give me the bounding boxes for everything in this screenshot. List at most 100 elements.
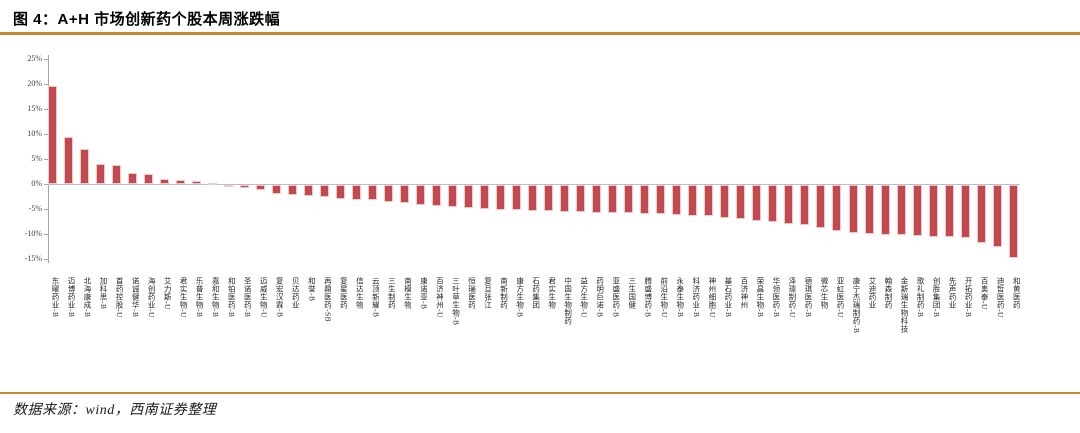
bar-迈威生物-U	[255, 185, 265, 190]
bar-三生国健	[624, 185, 634, 213]
title-underline	[0, 32, 1080, 35]
x-axis-label: 开拓药业-B	[964, 277, 973, 318]
y-axis-tick-mark	[44, 184, 48, 185]
bar-康方生物-B	[512, 185, 522, 210]
y-axis-tick-label: -10%	[24, 229, 42, 238]
x-axis-label: 科济药业-B	[691, 277, 700, 318]
x-axis-label: 三生国健	[627, 277, 636, 309]
x-axis-label: 复旦张江	[483, 277, 492, 309]
y-axis-tick-label: -5%	[28, 204, 42, 213]
y-axis-tick-mark	[44, 209, 48, 210]
bar-云顶新耀-B	[367, 185, 377, 200]
bar-和铂医药-B	[223, 185, 233, 187]
y-axis-tick-label: 20%	[27, 79, 42, 88]
bar-和誉-B	[303, 185, 313, 196]
bar-南新制药	[496, 185, 506, 210]
bar-再鼎医药-SB	[319, 185, 329, 197]
x-axis-label: 加科思-B	[99, 277, 108, 310]
x-axis-label: 南模生物	[403, 277, 412, 309]
x-axis-label: 三生制药	[387, 277, 396, 309]
x-axis-label: 海创药业-U	[147, 277, 156, 318]
x-axis-label: 翰森制药	[884, 277, 893, 309]
x-axis-label: 信达生物	[355, 277, 364, 309]
x-axis-label: 德琪医药-B	[803, 277, 812, 318]
x-axis-label: 乐普生物-B	[195, 277, 204, 318]
x-axis-label: 泽璟制药-U	[787, 277, 796, 318]
bar-海创药业-U	[143, 173, 153, 184]
bar-圣诺医药-B	[239, 185, 249, 188]
x-axis-label: 迪哲医药-U	[996, 277, 1005, 318]
figure-title: 图 4：A+H 市场创新药个股本周涨跌幅	[13, 11, 281, 28]
bar-复旦张江	[480, 185, 490, 209]
x-axis-label: 迈博药业-B	[67, 277, 76, 318]
bar-和黄医药	[1008, 185, 1018, 258]
x-axis-label: 神州细胞-U	[707, 277, 716, 318]
y-axis-tick-label: 0%	[31, 179, 42, 188]
x-axis-label: 嘉和生物-B	[211, 277, 220, 318]
x-axis-label: 君实生物-U	[179, 277, 188, 318]
x-axis-label: 药明巨诺-B	[595, 277, 604, 318]
x-axis-label: 北海康成-B	[83, 277, 92, 318]
bar-先声药业	[944, 185, 954, 237]
bar-恒瑞医药	[464, 185, 474, 208]
bar-微芯生物	[816, 185, 826, 228]
y-axis-tick-label: 10%	[27, 129, 42, 138]
x-axis-label: 百奥泰-U	[980, 277, 989, 310]
bar-复宏汉霖-B	[271, 185, 281, 194]
bar-华领医药-B	[768, 185, 778, 222]
bar-贝达药业	[287, 185, 297, 195]
x-axis-label: 华领医药-B	[771, 277, 780, 318]
x-axis-label: 和铂医药-B	[227, 277, 236, 318]
zero-gridline	[48, 184, 1020, 185]
x-axis-label: 迈威生物-U	[259, 277, 268, 318]
x-axis-label: 前沿生物-U	[659, 277, 668, 318]
y-axis-tick-mark	[44, 109, 48, 110]
bar-艾迪药业	[864, 185, 874, 234]
x-axis-label: 恒瑞医药	[467, 277, 476, 309]
bar-康宁杰瑞制药-B	[848, 185, 858, 233]
bar-百济神州-U	[431, 185, 441, 206]
x-axis-label: 君实生物	[547, 277, 556, 309]
x-axis-label: 腾盛博药-B	[643, 277, 652, 318]
x-axis-label: 南新制药	[499, 277, 508, 309]
x-axis-label: 中国生物制药	[563, 277, 572, 325]
x-axis-label: 荣昌生物-B	[755, 277, 764, 318]
x-axis-label: 艾力斯-U	[163, 277, 172, 310]
bar-神州细胞-U	[704, 185, 714, 216]
x-axis-label: 康诺亚-B	[419, 277, 428, 310]
bar-开拓药业-B	[960, 185, 970, 238]
bar-复星医药	[335, 185, 345, 199]
x-axis-label: 再鼎医药-SB	[323, 277, 332, 323]
x-axis-label: 东曜药业-B	[51, 277, 59, 318]
bar-加科思-B	[95, 163, 105, 184]
x-axis-label: 亚盛医药-B	[611, 277, 620, 318]
x-axis-label: 永泰生物-B	[675, 277, 684, 318]
y-axis-tick-mark	[44, 234, 48, 235]
bar-金斯瑞生物科技	[896, 185, 906, 235]
x-axis-label: 益方生物-U	[579, 277, 588, 318]
bar-三叶草生物-B	[448, 185, 457, 207]
x-axis-label: 基石药业-B	[723, 277, 732, 318]
y-axis-tick-label: 5%	[31, 154, 42, 163]
data-source-note: 数据来源：wind，西南证券整理	[13, 403, 217, 418]
bar-歌礼制药-B	[912, 185, 922, 236]
bar-北海康成-B	[79, 149, 89, 184]
bar-乐普生物-B	[191, 180, 201, 184]
x-axis-label: 创胜集团-B	[932, 277, 941, 318]
bar-创胜集团-B	[928, 185, 938, 237]
x-axis-label: 艾迪药业	[868, 277, 877, 309]
y-axis-tick-mark	[44, 159, 48, 160]
bar-永泰生物-B	[672, 185, 682, 215]
footer-divider	[0, 392, 1080, 394]
bar-翰森制药	[880, 185, 890, 235]
x-axis-label: 先声药业	[948, 277, 957, 309]
bar-中国生物制药	[560, 185, 570, 212]
x-axis-label: 歌礼制药-B	[916, 277, 925, 318]
bar-泽璟制药-U	[784, 185, 794, 224]
x-axis-label: 康方生物-B	[515, 277, 524, 318]
x-axis-label: 首药控股-U	[115, 277, 124, 318]
bar-基石药业-B	[720, 185, 730, 218]
bar-信达生物	[351, 185, 361, 200]
